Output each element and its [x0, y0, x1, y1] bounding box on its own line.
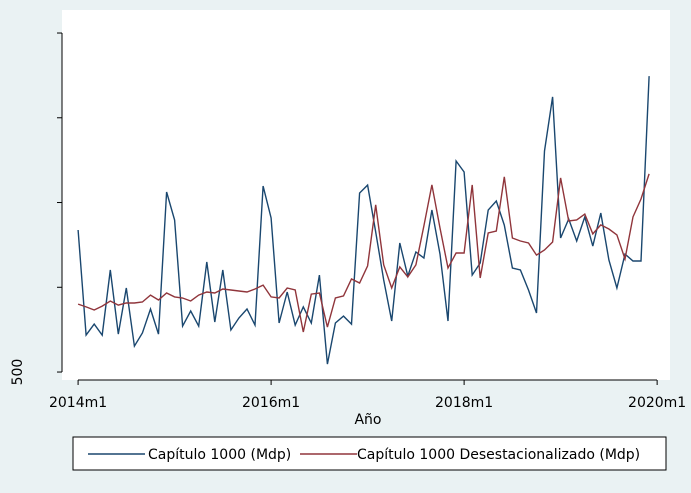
x-tick-label: 2016m1	[242, 395, 300, 411]
legend-label: Capítulo 1000 (Mdp)	[148, 447, 291, 463]
x-tick-label: 2018m1	[435, 395, 493, 411]
legend	[72, 436, 667, 471]
series-line	[77, 173, 650, 333]
y-tick-label: 500	[10, 359, 26, 386]
x-axis-label: Año	[354, 412, 381, 428]
plot-area	[62, 10, 670, 380]
x-tick-label: 2014m1	[49, 395, 107, 411]
series-line	[77, 76, 650, 365]
legend-label: Capítulo 1000 Desestacionalizado (Mdp)	[357, 447, 640, 463]
x-tick-label: 2020m1	[628, 395, 686, 411]
